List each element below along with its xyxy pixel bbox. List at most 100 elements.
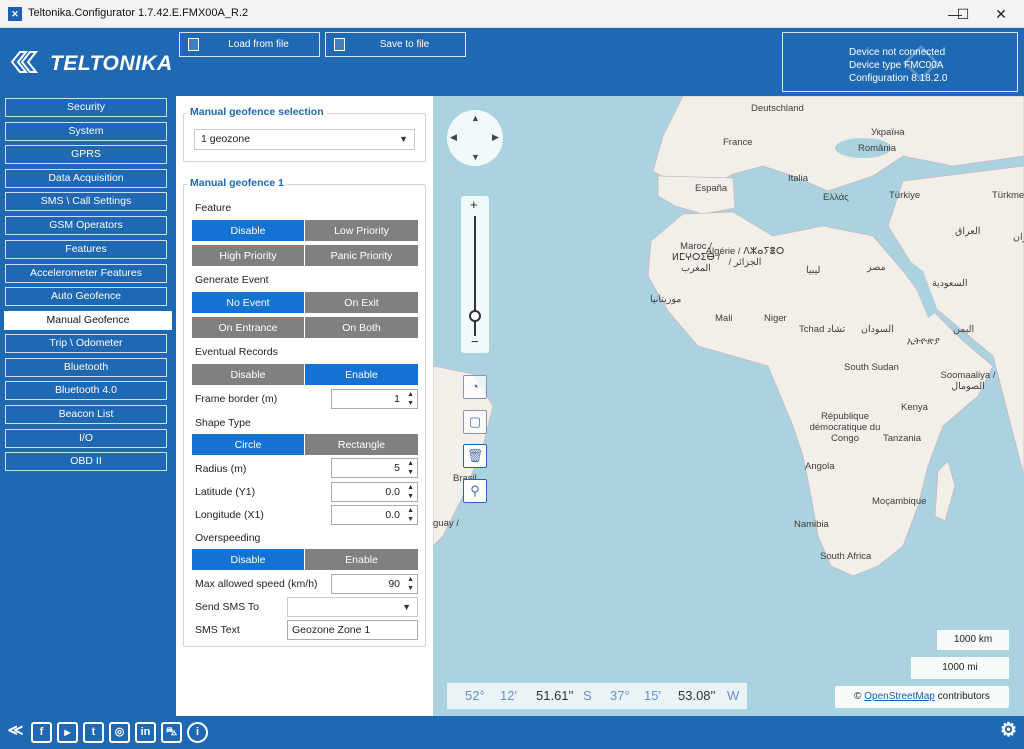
- sidebar-item-data-acquisition[interactable]: Data Acquisition: [5, 169, 167, 188]
- sidebar-item-manual-geofence[interactable]: Manual Geofence: [4, 311, 172, 330]
- draw-rectangle-tool-icon[interactable]: ▢: [463, 410, 487, 434]
- event-no-event-option[interactable]: No Event: [191, 291, 305, 314]
- longitude-value: 0.0: [385, 509, 400, 521]
- map-label-sudan: السودان: [861, 324, 894, 335]
- spinner-arrows-icon[interactable]: ▲ ▼: [407, 391, 414, 407]
- map-attribution: © OpenStreetMap contributors: [835, 686, 1009, 708]
- sidebar-item-io[interactable]: I/O: [5, 429, 167, 448]
- spinner-arrows-icon[interactable]: ▲ ▼: [407, 484, 414, 500]
- car-icon[interactable]: ⛍: [161, 722, 182, 743]
- map-label-libya: ليبيا: [806, 265, 821, 276]
- gear-icon[interactable]: ⚙: [999, 720, 1018, 741]
- spinner-arrows-icon[interactable]: ▲ ▼: [407, 576, 414, 592]
- eventual-disable-option[interactable]: Disable: [191, 363, 305, 386]
- spinner-arrows-icon[interactable]: ▲ ▼: [407, 507, 414, 523]
- close-button[interactable]: ✕: [995, 6, 1007, 22]
- zoom-in-icon[interactable]: +: [470, 197, 478, 212]
- map-label-maroc: Maroc / ⵍⵎⵖⵔⵉⴱ / المغرب: [671, 241, 721, 274]
- cursor-coordinates: 52° 12' 51.61'' S 37° 15' 53.08'' W: [447, 683, 747, 709]
- teltonika-icon[interactable]: ≪: [7, 722, 24, 739]
- map-label-south-sudan: South Sudan: [844, 362, 899, 373]
- frame-border-input[interactable]: 1 ▲ ▼: [331, 389, 418, 409]
- event-on-exit-option[interactable]: On Exit: [304, 291, 419, 314]
- map-pan-control[interactable]: ▲ ◀ ▶ ▼: [447, 110, 503, 166]
- lon-deg: 37°: [610, 688, 630, 703]
- map-label-tanzania: Tanzania: [883, 433, 922, 444]
- shape-circle-option[interactable]: Circle: [191, 433, 305, 456]
- feature-disable-option[interactable]: Disable: [191, 219, 305, 242]
- linkedin-icon[interactable]: in: [135, 722, 156, 743]
- map-label-mocambique: Moçambique: [872, 496, 927, 507]
- sidebar-item-accelerometer-features[interactable]: Accelerometer Features: [5, 264, 167, 283]
- window-titlebar: ✕ Teltonika.Configurator 1.7.42.E.FMX00A…: [0, 0, 1024, 28]
- youtube-icon[interactable]: ▶: [57, 722, 78, 743]
- map-label-espana: España: [695, 183, 728, 194]
- pan-right-icon[interactable]: ▶: [492, 132, 499, 142]
- pan-left-icon[interactable]: ◀: [450, 132, 457, 142]
- spinner-arrows-icon[interactable]: ▲ ▼: [407, 460, 414, 476]
- overspeeding-disable-option[interactable]: Disable: [191, 548, 305, 571]
- load-from-file-button[interactable]: Load from file: [179, 32, 320, 57]
- sidebar-item-auto-geofence[interactable]: Auto Geofence: [5, 287, 167, 306]
- send-sms-select[interactable]: ▼: [287, 597, 418, 617]
- app-icon: ✕: [8, 7, 22, 21]
- sidebar-item-sms-call-settings[interactable]: SMS \ Call Settings: [5, 192, 167, 211]
- overspeeding-enable-option[interactable]: Enable: [304, 548, 419, 571]
- shape-rectangle-option[interactable]: Rectangle: [304, 433, 419, 456]
- max-speed-value: 90: [388, 578, 400, 590]
- radius-input[interactable]: 5 ▲ ▼: [331, 458, 418, 478]
- map-label-saudi: السعودية: [932, 278, 968, 289]
- geozone-count-select[interactable]: 1 geozone ▼: [194, 129, 415, 150]
- map-label-deutschland: Deutschland: [751, 103, 804, 114]
- pan-down-icon[interactable]: ▼: [471, 152, 480, 162]
- longitude-input[interactable]: 0.0 ▲ ▼: [331, 505, 418, 525]
- draw-circle-tool-icon[interactable]: ◔: [463, 375, 487, 399]
- lat-deg: 52°: [465, 688, 485, 703]
- app-header: TELTONIKA Load from file Save to file De…: [0, 28, 1024, 96]
- sidebar-item-gprs[interactable]: GPRS: [5, 145, 167, 164]
- sidebar-item-features[interactable]: Features: [5, 240, 167, 259]
- feature-panic-priority-option[interactable]: Panic Priority: [304, 244, 419, 267]
- latitude-input[interactable]: 0.0 ▲ ▼: [331, 482, 418, 502]
- feature-high-priority-option[interactable]: High Priority: [191, 244, 305, 267]
- map-label-somalia: Soomaaliya / الصومال: [940, 370, 996, 392]
- info-icon[interactable]: i: [187, 722, 208, 743]
- map-zoom-control[interactable]: + −: [461, 196, 489, 353]
- frame-border-label: Frame border (m): [195, 393, 278, 405]
- event-on-entrance-option[interactable]: On Entrance: [191, 316, 305, 339]
- zoom-slider-handle[interactable]: [469, 310, 481, 322]
- map-label-egypt: مصر: [867, 262, 886, 273]
- map-label-romania: România: [858, 143, 897, 154]
- map-label-brasil: Brasil: [453, 473, 477, 484]
- openstreetmap-link[interactable]: OpenStreetMap: [864, 691, 935, 702]
- sidebar-item-security[interactable]: Security: [5, 98, 167, 117]
- sidebar-item-obd-ii[interactable]: OBD II: [5, 452, 167, 471]
- eventual-enable-option[interactable]: Enable: [304, 363, 419, 386]
- chevron-down-icon: ▼: [402, 602, 411, 612]
- feature-low-priority-option[interactable]: Low Priority: [304, 219, 419, 242]
- twitter-icon[interactable]: t: [83, 722, 104, 743]
- sidebar-item-system[interactable]: System: [5, 122, 167, 141]
- max-speed-input[interactable]: 90 ▲ ▼: [331, 574, 418, 594]
- instagram-icon[interactable]: ◎: [109, 722, 130, 743]
- sidebar-item-beacon-list[interactable]: Beacon List: [5, 405, 167, 424]
- device-type: Device type FMC00A: [849, 60, 944, 71]
- sidebar-item-bluetooth[interactable]: Bluetooth: [5, 358, 167, 377]
- facebook-icon[interactable]: f: [31, 722, 52, 743]
- sidebar-item-bluetooth-4[interactable]: Bluetooth 4.0: [5, 381, 167, 400]
- sidebar-item-gsm-operators[interactable]: GSM Operators: [5, 216, 167, 235]
- scale-bar-km: 1000 km: [937, 630, 1009, 650]
- minimize-button[interactable]: —: [948, 6, 962, 22]
- sms-text-input[interactable]: Geozone Zone 1: [287, 620, 418, 640]
- zoom-to-shape-icon[interactable]: ⚲: [463, 479, 487, 503]
- sidebar-item-trip-odometer[interactable]: Trip \ Odometer: [5, 334, 167, 353]
- zoom-out-icon[interactable]: −: [471, 334, 479, 349]
- map-view[interactable]: Deutschland France Україна România Itali…: [433, 96, 1024, 716]
- attribution-copyright: ©: [854, 691, 862, 702]
- delete-shape-icon[interactable]: 🗑: [463, 444, 487, 468]
- event-on-both-option[interactable]: On Both: [304, 316, 419, 339]
- save-to-file-button[interactable]: Save to file: [325, 32, 466, 57]
- lat-hem: S: [583, 688, 592, 703]
- pan-up-icon[interactable]: ▲: [471, 113, 480, 123]
- maximize-button[interactable]: ☐: [956, 6, 970, 22]
